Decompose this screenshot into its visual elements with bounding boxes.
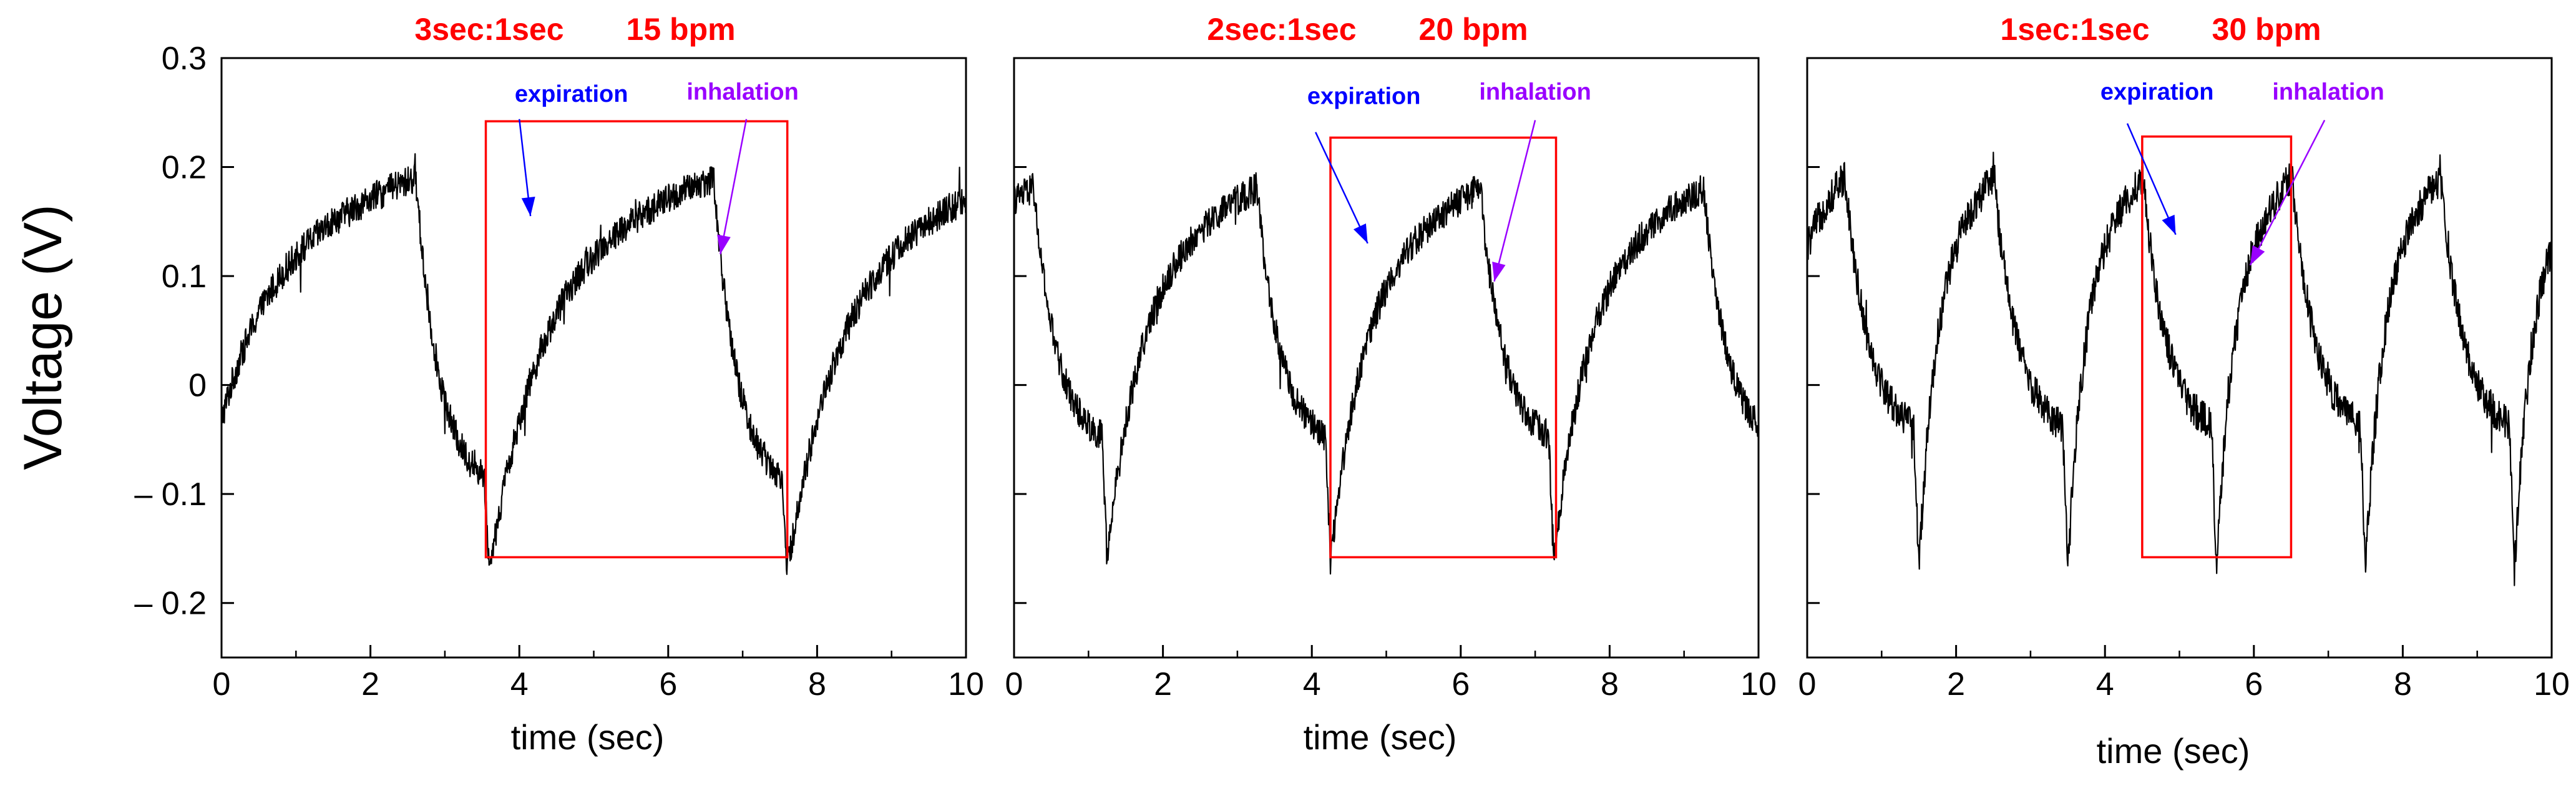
series-line-breath-signal (1806, 151, 2553, 586)
highlight-box (2141, 135, 2293, 559)
x-tick-label: 4 (510, 666, 529, 702)
panel-title-ratio: 1sec:1sec (2000, 12, 2149, 47)
y-axis-title: Voltage (V) (13, 204, 73, 470)
chart-panel-1: 3sec:1sec 15 bpm expiration inhalation 0 2 4 6 8… (134, 12, 984, 757)
x-tick-label: 4 (2096, 666, 2114, 702)
panel-title: 1sec:1sec 30 bpm (2000, 12, 2321, 47)
panel-title: 2sec:1sec 20 bpm (1207, 12, 1528, 47)
panel-title-rate: 20 bpm (1419, 12, 1528, 47)
expiration-label: expiration (2100, 79, 2214, 105)
panel-title-rate: 15 bpm (627, 12, 736, 47)
panel-title-ratio: 3sec:1sec (414, 12, 564, 47)
inhalation-label: inhalation (2272, 79, 2384, 105)
x-tick-label: 2 (1947, 666, 1965, 702)
x-tick-label: 10 (1740, 666, 1777, 702)
expiration-arrow-head (1353, 223, 1368, 244)
x-tick-label: 6 (1451, 666, 1470, 702)
expiration-label: expiration (515, 81, 628, 107)
x-tick-label: 8 (808, 666, 826, 702)
x-tick-label: 4 (1303, 666, 1321, 702)
series-line-breath-signal (220, 153, 967, 575)
expiration-arrow-shaft (2126, 123, 2177, 235)
inhalation-label: inhalation (1479, 79, 1591, 105)
x-tick-label: 0 (213, 666, 231, 702)
y-tick-label: 0.3 (162, 41, 207, 77)
x-tick-label: 8 (2394, 666, 2412, 702)
x-tick-label: 2 (1154, 666, 1172, 702)
y-tick-label: – 0.2 (134, 586, 207, 622)
panel-title-ratio: 2sec:1sec (1207, 12, 1356, 47)
x-tick-label: 6 (2245, 666, 2263, 702)
x-tick-label: 8 (1601, 666, 1619, 702)
inhalation-arrow-shaft (720, 119, 748, 255)
x-tick-label: 0 (1005, 666, 1023, 702)
expiration-arrow-head (521, 197, 535, 217)
expiration-arrow-head (2162, 214, 2176, 235)
x-axis-title: time (sec) (1304, 717, 1457, 757)
expiration-label: expiration (1307, 83, 1421, 109)
expiration-arrow-shaft (1315, 132, 1368, 244)
x-axis-title: time (sec) (2097, 731, 2250, 771)
y-tick-label: 0.1 (162, 259, 207, 295)
highlight-box (484, 120, 789, 559)
inhalation-arrow-shaft (2249, 119, 2326, 266)
panels: 3sec:1sec 15 bpm expiration inhalation 0 2 4 6 8… (134, 12, 2570, 771)
x-tick-label: 6 (659, 666, 677, 702)
inhalation-arrow-head (1492, 262, 1506, 282)
x-tick-label: 10 (948, 666, 984, 702)
highlight-box (1329, 136, 1558, 559)
x-axis-title: time (sec) (511, 717, 665, 757)
inhalation-arrow-shaft (1493, 120, 1536, 282)
chart-panel-3: 1sec:1sec 30 bpm expiration inhalation 0 2 4 6 8… (1798, 12, 2570, 771)
inhalation-label: inhalation (686, 79, 798, 105)
y-tick-label: 0 (188, 368, 207, 404)
inhalation-arrow-head (2250, 245, 2265, 265)
inhalation-arrow-head (717, 234, 731, 255)
x-tick-label: 0 (1798, 666, 1817, 702)
panel-title-rate: 30 bpm (2212, 12, 2321, 47)
x-tick-label: 10 (2534, 666, 2570, 702)
chart-panel-2: 2sec:1sec 20 bpm expiration inhalation 0 2 4 6 8… (1005, 12, 1777, 757)
panel-title: 3sec:1sec 15 bpm (414, 12, 735, 47)
y-tick-label: – 0.1 (134, 476, 207, 513)
y-tick-label: 0.2 (162, 150, 207, 186)
series-line-breath-signal (1013, 172, 1760, 575)
x-tick-label: 2 (361, 666, 379, 702)
